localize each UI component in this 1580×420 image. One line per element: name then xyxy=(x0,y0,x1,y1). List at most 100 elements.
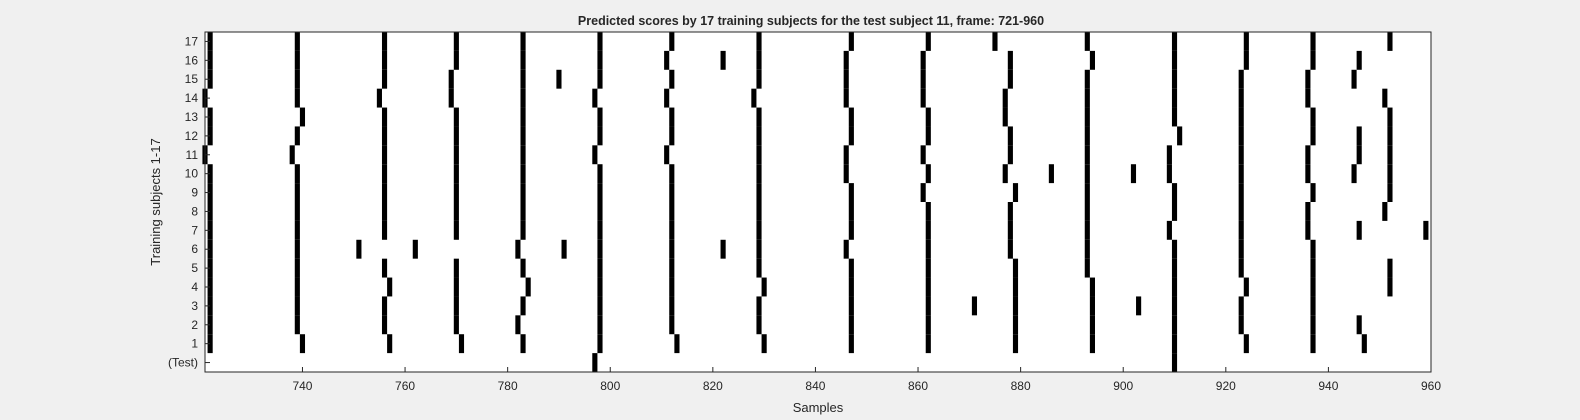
mark-row-13-798 xyxy=(597,107,603,127)
mark-row-13-770 xyxy=(453,107,459,127)
mark-row-6-937 xyxy=(1310,239,1316,259)
mark-row-15-722 xyxy=(207,69,213,89)
mark-row-4-847 xyxy=(848,277,854,297)
mark-row-17-937 xyxy=(1310,32,1316,51)
mark-row-4-862 xyxy=(925,277,931,297)
mark-row-5-783 xyxy=(520,258,526,278)
mark-row-15-936 xyxy=(1305,69,1311,89)
mark-row-15-769 xyxy=(448,69,454,89)
mark-row-5-847 xyxy=(848,258,854,278)
mark-row-17-770 xyxy=(453,32,459,51)
mark-row-11-946 xyxy=(1356,145,1362,165)
mark-row-7-829 xyxy=(756,220,762,240)
mark-row-12-946 xyxy=(1356,126,1362,146)
mark-row-17-862 xyxy=(925,32,931,51)
mark-row-9-770 xyxy=(453,183,459,202)
mark-row-8-923 xyxy=(1238,202,1244,221)
mark-row-12-893 xyxy=(1084,126,1090,146)
mark-row-17-812 xyxy=(669,32,675,51)
mark-row-14-923 xyxy=(1238,88,1244,108)
mark-row-6-878 xyxy=(1007,239,1013,259)
mark-row-15-910 xyxy=(1171,69,1178,89)
mark-row-10-798 xyxy=(597,164,603,184)
mark-row-6-722 xyxy=(207,239,213,259)
mark-row-8-812 xyxy=(669,202,675,221)
mark-row-6-739 xyxy=(294,239,300,259)
y-tick-label-10: 10 xyxy=(185,167,199,181)
mark-row-4-924 xyxy=(1243,277,1249,297)
y-tick-label-8: 8 xyxy=(191,204,198,218)
mark-row-12-862 xyxy=(925,126,931,146)
mark-row-14-755 xyxy=(376,88,382,108)
mark-row-17-756 xyxy=(381,32,388,51)
mark-row-9-861 xyxy=(920,183,926,202)
mark-row-3-879 xyxy=(1012,296,1019,316)
mark-row-7-862 xyxy=(925,220,931,240)
mark-row-15-846 xyxy=(843,69,849,89)
mark-row-10-770 xyxy=(453,164,459,184)
mark-row-1-783 xyxy=(520,334,526,354)
mark-row-16-846 xyxy=(843,50,849,70)
mark-row-7-959 xyxy=(1423,220,1429,240)
mark-row-10-722 xyxy=(207,164,213,184)
x-axis-label: Samples xyxy=(793,400,844,415)
mark-row-16-946 xyxy=(1356,50,1362,70)
mark-row-6-798 xyxy=(597,239,603,259)
mark-row-10-886 xyxy=(1048,164,1054,184)
mark-row-8-936 xyxy=(1305,202,1311,221)
mark-row-9-722 xyxy=(207,183,213,202)
mark-row-5-952 xyxy=(1387,258,1393,278)
mark-row-16-924 xyxy=(1243,50,1249,70)
mark-row-9-798 xyxy=(597,183,603,202)
mark-row-10-877 xyxy=(1002,164,1008,184)
mark-row-16-798 xyxy=(597,50,603,70)
mark-row-3-847 xyxy=(848,296,854,316)
mark-row-13-756 xyxy=(381,107,388,127)
mark-row-17-739 xyxy=(294,32,300,51)
mark-row-5-862 xyxy=(925,258,931,278)
mark-row-10-812 xyxy=(669,164,675,184)
mark-row-8-770 xyxy=(453,202,459,221)
mark-row-3-756 xyxy=(381,296,388,316)
mark-row-3-871 xyxy=(971,296,978,316)
mark-row-8-756 xyxy=(381,202,388,221)
x-tick-label-940: 940 xyxy=(1318,379,1338,393)
mark-row-11-878 xyxy=(1007,145,1013,165)
mark-row-test-910 xyxy=(1171,353,1178,372)
mark-row-17-875 xyxy=(992,32,998,51)
mark-row-1-947 xyxy=(1361,334,1367,354)
y-tick-label-2: 2 xyxy=(191,318,198,332)
mark-row-9-756 xyxy=(381,183,388,202)
y-tick-label-7: 7 xyxy=(191,223,198,237)
mark-row-11-936 xyxy=(1305,145,1311,165)
mark-row-12-783 xyxy=(520,126,526,146)
y-tick-label-11: 11 xyxy=(186,148,199,162)
mark-row-3-739 xyxy=(294,296,300,316)
x-tick-label-840: 840 xyxy=(805,379,825,393)
mark-row-16-878 xyxy=(1007,50,1013,70)
mark-row-8-893 xyxy=(1084,202,1090,221)
mark-row-2-739 xyxy=(294,315,300,335)
mark-row-6-893 xyxy=(1084,239,1090,259)
mark-row-7-893 xyxy=(1084,220,1090,240)
mark-row-12-937 xyxy=(1310,126,1316,146)
mark-row-10-893 xyxy=(1084,164,1090,184)
mark-row-16-722 xyxy=(207,50,213,70)
mark-row-11-829 xyxy=(756,145,762,165)
mark-row-6-812 xyxy=(669,239,675,259)
mark-row-7-812 xyxy=(669,220,675,240)
y-tick-label-5: 5 xyxy=(191,261,198,275)
mark-row-7-798 xyxy=(597,220,603,240)
x-tick-label-780: 780 xyxy=(498,379,518,393)
mark-row-4-910 xyxy=(1171,277,1178,297)
mark-row-9-910 xyxy=(1171,183,1178,202)
mark-row-10-846 xyxy=(843,164,849,184)
mark-row-16-861 xyxy=(920,50,926,70)
mark-row-7-783 xyxy=(520,220,526,240)
mark-row-17-910 xyxy=(1171,32,1178,51)
mark-row-7-770 xyxy=(453,220,459,240)
mark-row-14-769 xyxy=(448,88,454,108)
mark-row-6-762 xyxy=(412,239,418,259)
